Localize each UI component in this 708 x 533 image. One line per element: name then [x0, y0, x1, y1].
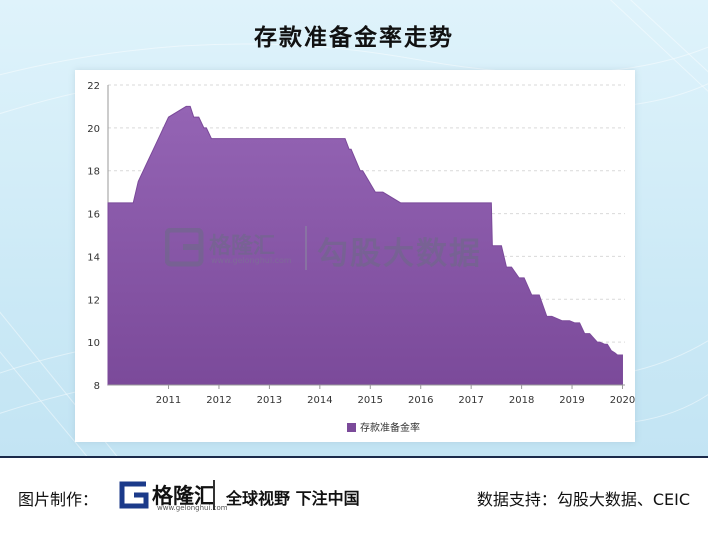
x-tick-label: 2020: [610, 395, 635, 406]
footer-url: www.gelonghui.com: [157, 504, 228, 512]
legend-label: 存款准备金率: [360, 421, 420, 434]
watermark-text: 勾股大数据: [317, 236, 482, 272]
watermark: 格隆汇 www.gelonghui.com 勾股大数据: [165, 222, 545, 278]
gelonghui-logo-icon: [119, 481, 149, 509]
watermark-brand: 格隆汇: [209, 234, 276, 259]
legend-swatch: [347, 423, 356, 432]
reserve-ratio-chart: 8 10 12 14 16 18 20 22 2011 2012 2013 2014 2015 2016 2…: [87, 81, 635, 434]
y-tick-label: 14: [87, 252, 100, 263]
footer-source: 数据支持：勾股大数据、CEIC: [476, 490, 690, 509]
x-tick-label: 2014: [307, 395, 332, 406]
footer-label: 图片制作：: [18, 490, 99, 509]
watermark-logo-icon: [165, 228, 204, 267]
x-tick-label: 2017: [458, 395, 483, 406]
x-tick-label: 2016: [408, 395, 433, 406]
footer: 图片制作： 格隆汇 www.gelonghui.com 全球视野 下注中国 数据…: [0, 456, 708, 533]
footer-divider: [213, 480, 215, 510]
y-tick-label: 22: [87, 81, 100, 92]
footer-brand: 格隆汇: [152, 484, 215, 508]
x-tick-label: 2013: [257, 395, 282, 406]
chart-panel: 8 10 12 14 16 18 20 22 2011 2012 2013 2014 2015 2016 2…: [75, 70, 635, 442]
watermark-url: www.gelonghui.com: [211, 256, 292, 265]
y-tick-label: 8: [94, 381, 100, 392]
area-series-reserve-ratio: [107, 105, 623, 386]
x-tick-label: 2015: [358, 395, 383, 406]
x-tick-label: 2012: [206, 395, 231, 406]
y-tick-label: 16: [87, 210, 100, 221]
watermark-divider: [305, 226, 307, 270]
x-tick-label: 2019: [559, 395, 584, 406]
x-tick-label: 2018: [509, 395, 534, 406]
y-tick-label: 20: [87, 124, 100, 135]
y-tick-label: 10: [87, 338, 100, 349]
footer-slogan: 全球视野 下注中国: [226, 489, 360, 508]
x-tick-label: 2011: [156, 395, 181, 406]
page-title: 存款准备金率走势: [254, 25, 454, 51]
y-tick-label: 12: [87, 295, 100, 306]
y-tick-label: 18: [87, 167, 100, 178]
